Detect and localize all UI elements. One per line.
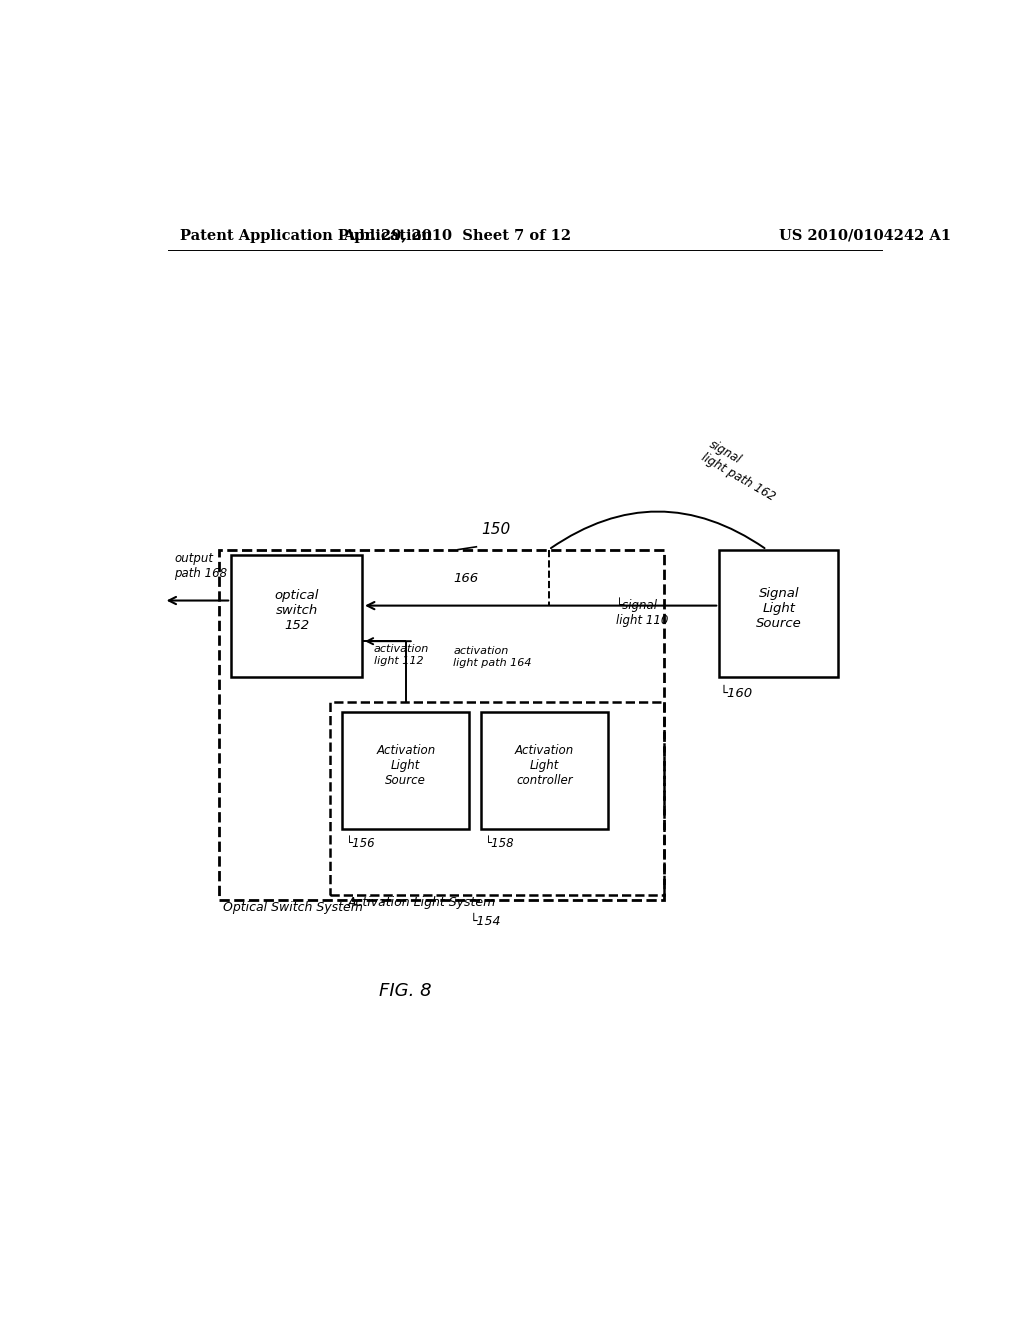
Text: Activation
Light
controller: Activation Light controller xyxy=(515,744,574,787)
Bar xyxy=(342,713,469,829)
Text: output
path 168: output path 168 xyxy=(174,552,227,581)
Text: └158: └158 xyxy=(485,837,515,850)
Text: signal
light path 162: signal light path 162 xyxy=(699,438,785,504)
FancyArrowPatch shape xyxy=(551,512,765,548)
Text: Activation
Light
Source: Activation Light Source xyxy=(376,744,435,787)
Text: └160: └160 xyxy=(719,686,753,700)
Text: optical
switch
152: optical switch 152 xyxy=(274,589,318,632)
Bar xyxy=(219,549,664,900)
Text: Patent Application Publication: Patent Application Publication xyxy=(179,228,431,243)
Bar xyxy=(719,549,839,677)
Text: US 2010/0104242 A1: US 2010/0104242 A1 xyxy=(778,228,951,243)
Bar xyxy=(481,713,608,829)
Text: Signal
Light
Source: Signal Light Source xyxy=(756,586,802,630)
Text: 150: 150 xyxy=(481,521,510,536)
Text: Activation Light System: Activation Light System xyxy=(347,896,496,909)
Text: └154: └154 xyxy=(469,915,501,928)
Text: activation
light path 164: activation light path 164 xyxy=(454,647,531,668)
Text: 166: 166 xyxy=(454,573,478,585)
Text: FIG. 8: FIG. 8 xyxy=(380,982,432,999)
Text: └signal
light 110: └signal light 110 xyxy=(616,598,669,627)
Bar xyxy=(331,702,664,895)
Text: └156: └156 xyxy=(346,837,376,850)
Text: Optical Switch System: Optical Switch System xyxy=(223,902,364,915)
Text: Apr. 29, 2010  Sheet 7 of 12: Apr. 29, 2010 Sheet 7 of 12 xyxy=(343,228,571,243)
Text: activation
light 112: activation light 112 xyxy=(374,644,429,665)
Bar xyxy=(231,554,362,677)
